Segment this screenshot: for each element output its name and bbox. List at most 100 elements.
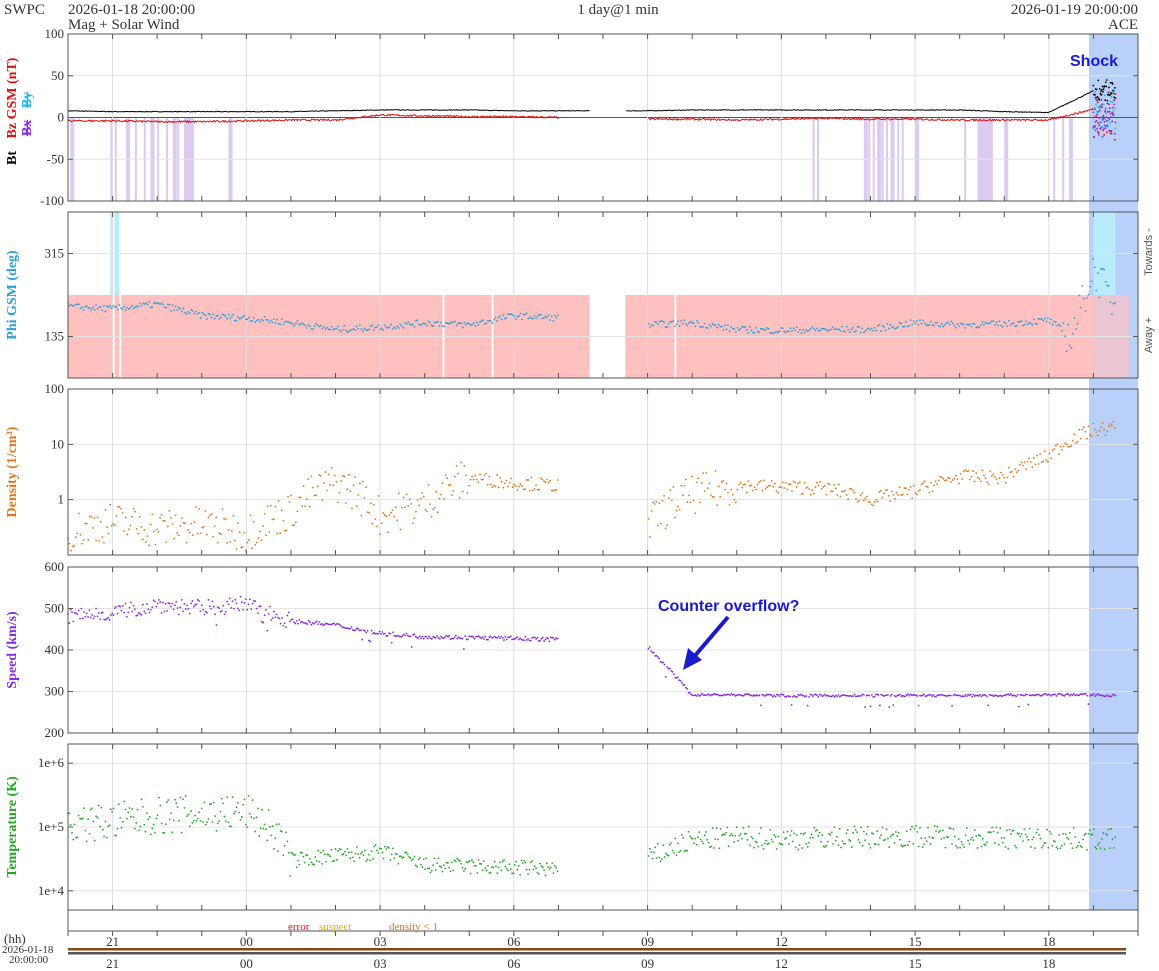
density-point: [522, 488, 525, 491]
speed-point: [108, 619, 111, 621]
temperature-point: [258, 835, 261, 837]
phi-point: [678, 325, 681, 327]
speed-point: [119, 605, 122, 608]
phi-point: [1107, 285, 1110, 287]
by-point: [1108, 90, 1110, 93]
phi-point: [975, 326, 978, 329]
speed-point: [836, 695, 838, 698]
speed-point: [180, 598, 183, 601]
phi-point: [1026, 323, 1029, 326]
phi-point: [257, 318, 260, 321]
density-point: [786, 488, 789, 491]
density-point: [883, 492, 885, 495]
speed-point: [142, 603, 144, 606]
phi-point: [770, 331, 773, 334]
temperature-point: [163, 831, 166, 834]
speed-point: [123, 611, 126, 614]
phi-point: [351, 328, 353, 331]
temperature-point: [282, 854, 285, 857]
density-point: [121, 511, 124, 514]
hour-tick-label: 09: [641, 934, 654, 949]
density-point: [408, 498, 411, 501]
hour-tick-label: 06: [507, 934, 521, 949]
temperature-point: [450, 861, 453, 864]
temperature-point: [476, 872, 479, 874]
speed-point: [677, 676, 679, 679]
density-point: [290, 494, 293, 497]
density-point: [1043, 450, 1046, 453]
density-point: [886, 489, 889, 492]
speed-point: [697, 693, 699, 696]
density-point: [672, 486, 675, 488]
temperature-point: [167, 799, 170, 801]
temperature-point: [845, 832, 848, 835]
phi-point: [1064, 335, 1067, 338]
bz-point: [1096, 101, 1099, 104]
temperature-point: [432, 864, 435, 866]
temperature-point: [945, 835, 948, 838]
phi-point: [827, 330, 829, 332]
temperature-point: [689, 835, 691, 838]
temperature-point: [816, 829, 818, 831]
density-point: [983, 474, 985, 477]
temperature-point: [1059, 847, 1062, 850]
phi-point: [132, 307, 135, 310]
phi-point: [909, 319, 912, 322]
density-point: [1014, 468, 1017, 471]
phi-point: [883, 325, 885, 328]
density-point: [329, 483, 332, 486]
speed-point: [242, 608, 245, 611]
speed-point: [489, 635, 492, 638]
speed-point: [726, 693, 729, 696]
phi-point: [891, 326, 893, 329]
phi-point: [124, 309, 127, 312]
phi-point: [875, 329, 878, 332]
temperature-point: [409, 857, 412, 859]
phi-point: [695, 319, 698, 322]
density-point: [1070, 444, 1073, 447]
density-point: [504, 482, 506, 485]
temperature-point: [453, 859, 456, 862]
phi-point: [1051, 323, 1054, 326]
phi-point: [380, 327, 383, 330]
hour-tick-label-bottom: 03: [374, 956, 387, 971]
density-point: [1029, 461, 1032, 463]
speed-point: [878, 704, 881, 707]
speed-point: [136, 614, 139, 617]
density-point: [1050, 457, 1052, 460]
temperature-point: [196, 817, 199, 820]
density-point: [1047, 460, 1049, 463]
phi-point: [702, 325, 704, 328]
speed-point: [421, 635, 424, 638]
density-point: [695, 481, 698, 484]
phi-point: [976, 326, 979, 328]
temperature-point: [408, 856, 410, 858]
speed-point: [179, 606, 182, 609]
speed-point: [1055, 695, 1058, 697]
density-point: [76, 532, 79, 535]
density-point: [725, 482, 728, 485]
temperature-point: [663, 856, 666, 858]
speed-point: [287, 611, 290, 614]
speed-point: [826, 694, 829, 697]
temperature-point: [444, 867, 447, 870]
phi-point: [160, 302, 163, 304]
temperature-point: [113, 834, 116, 837]
density-point: [296, 510, 299, 513]
phi-point: [745, 329, 748, 331]
speed-point: [405, 632, 408, 635]
density-point: [734, 501, 737, 504]
temperature-point: [960, 840, 963, 843]
temperature-point: [442, 864, 445, 867]
speed-point: [556, 637, 559, 640]
temperature-point: [874, 843, 877, 846]
temperature-point: [376, 849, 378, 852]
temperature-point: [250, 816, 253, 818]
phi-point: [127, 308, 130, 310]
temperature-point: [977, 834, 980, 836]
phi-point: [998, 320, 1001, 323]
density-point: [689, 501, 692, 504]
hour-tick-label: 15: [909, 934, 922, 949]
density-point: [391, 509, 394, 512]
phi-point: [298, 323, 300, 325]
